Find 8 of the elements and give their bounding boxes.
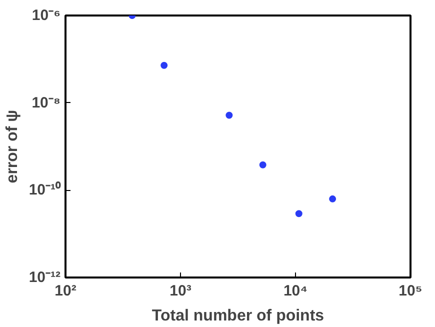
y-tick-label: 10⁻¹⁰ [28,180,62,199]
x-tick-label: 10³ [170,282,192,300]
y-tick-label: 10⁻⁶ [32,7,60,24]
y-axis-title: error of ψ [4,110,21,184]
x-tick-label: 10⁵ [398,282,422,300]
y-tick-label: 10⁻⁸ [32,94,61,112]
x-axis-title: Total number of points [152,308,324,324]
x-tick-label: 10⁴ [283,282,308,300]
